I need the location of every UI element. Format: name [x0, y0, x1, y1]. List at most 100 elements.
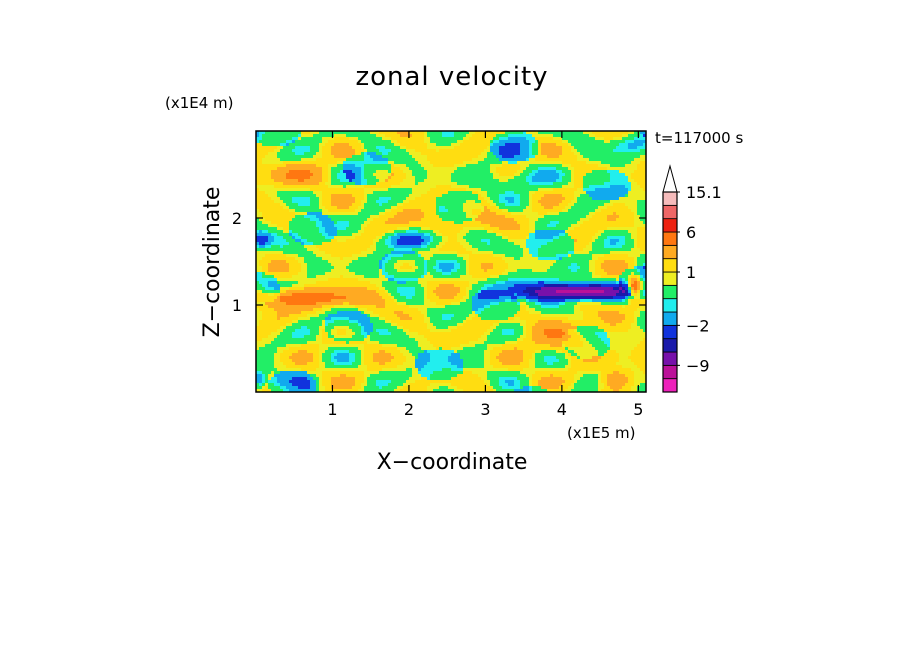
heatmap-cell [499, 242, 503, 246]
heatmap-cell [394, 155, 398, 159]
heatmap-cell [583, 215, 587, 219]
heatmap-cell [589, 209, 593, 213]
heatmap-cell [619, 224, 623, 228]
heatmap-cell [361, 230, 365, 234]
heatmap-cell [367, 221, 371, 225]
heatmap-cell [442, 230, 446, 234]
heatmap-cell [346, 152, 350, 156]
heatmap-cell [445, 203, 449, 207]
heatmap-cell [610, 131, 614, 135]
heatmap-cell [544, 161, 548, 165]
heatmap-cell [349, 209, 353, 213]
heatmap-cell [529, 200, 533, 204]
heatmap-cell [301, 197, 305, 201]
heatmap-cell [472, 197, 476, 201]
heatmap-cell [541, 155, 545, 159]
heatmap-cell [358, 155, 362, 159]
heatmap-cell [337, 233, 341, 237]
heatmap-cell [634, 200, 638, 204]
heatmap-cell [280, 242, 284, 246]
heatmap-cell [601, 215, 605, 219]
heatmap-cell [607, 206, 611, 210]
heatmap-cell [331, 164, 335, 168]
heatmap-cell [631, 170, 635, 174]
heatmap-cell [313, 146, 317, 150]
heatmap-cell [382, 170, 386, 174]
heatmap-cell [361, 173, 365, 177]
heatmap-cell [613, 233, 617, 237]
heatmap-cell [550, 170, 554, 174]
heatmap-cell [595, 215, 599, 219]
heatmap-cell [265, 242, 269, 246]
heatmap-cell [301, 206, 305, 210]
heatmap-cell [427, 206, 431, 210]
heatmap-cell [460, 164, 464, 168]
heatmap-cell [529, 191, 533, 195]
heatmap-cell [430, 203, 434, 207]
heatmap-cell [340, 188, 344, 192]
heatmap-cell [454, 203, 458, 207]
heatmap-cell [487, 179, 491, 183]
heatmap-cell [571, 176, 575, 180]
heatmap-cell [481, 146, 485, 150]
heatmap-cell [475, 224, 479, 228]
heatmap-cell [361, 206, 365, 210]
heatmap-cell [304, 155, 308, 159]
heatmap-cell [475, 233, 479, 237]
heatmap-cell [484, 194, 488, 198]
heatmap-cell [517, 143, 521, 147]
heatmap-cell [292, 131, 296, 135]
heatmap-cell [637, 167, 641, 171]
heatmap-cell [358, 140, 362, 144]
heatmap-cell [622, 182, 626, 186]
heatmap-cell [550, 224, 554, 228]
heatmap-cell [289, 176, 293, 180]
heatmap-cell [274, 143, 278, 147]
heatmap-cell [604, 176, 608, 180]
heatmap-cell [544, 242, 548, 246]
heatmap-cell [457, 191, 461, 195]
heatmap-cell [382, 245, 386, 249]
heatmap-cell [352, 137, 356, 141]
heatmap-cell [490, 236, 494, 240]
heatmap-cell [325, 152, 329, 156]
heatmap-cell [388, 233, 392, 237]
heatmap-cell [466, 191, 470, 195]
heatmap-cell [610, 221, 614, 225]
heatmap-cell [472, 170, 476, 174]
heatmap-cell [484, 167, 488, 171]
heatmap-cell [376, 161, 380, 165]
heatmap-cell [496, 158, 500, 162]
heatmap-cell [433, 203, 437, 207]
heatmap-cell [385, 185, 389, 189]
heatmap-cell [595, 224, 599, 228]
heatmap-cell [577, 176, 581, 180]
heatmap-cell [292, 155, 296, 159]
heatmap-cell [379, 197, 383, 201]
heatmap-cell [436, 212, 440, 216]
heatmap-cell [472, 218, 476, 222]
heatmap-cell [271, 152, 275, 156]
heatmap-cell [625, 182, 629, 186]
heatmap-cell [433, 167, 437, 171]
heatmap-cell [325, 224, 329, 228]
heatmap-cell [451, 179, 455, 183]
heatmap-cell [496, 182, 500, 186]
heatmap-cell [304, 167, 308, 171]
heatmap-cell [367, 173, 371, 177]
heatmap-cell [637, 146, 641, 150]
heatmap-cell [403, 167, 407, 171]
heatmap-cell [256, 197, 260, 201]
heatmap-cell [307, 152, 311, 156]
heatmap-cell [298, 179, 302, 183]
heatmap-cell [385, 155, 389, 159]
heatmap-cell [637, 143, 641, 147]
heatmap-cell [598, 218, 602, 222]
heatmap-cell [424, 230, 428, 234]
heatmap-cell [364, 206, 368, 210]
heatmap-cell [364, 164, 368, 168]
heatmap-cell [466, 182, 470, 186]
heatmap-cell [361, 149, 365, 153]
heatmap-cell [508, 194, 512, 198]
heatmap-cell [595, 230, 599, 234]
